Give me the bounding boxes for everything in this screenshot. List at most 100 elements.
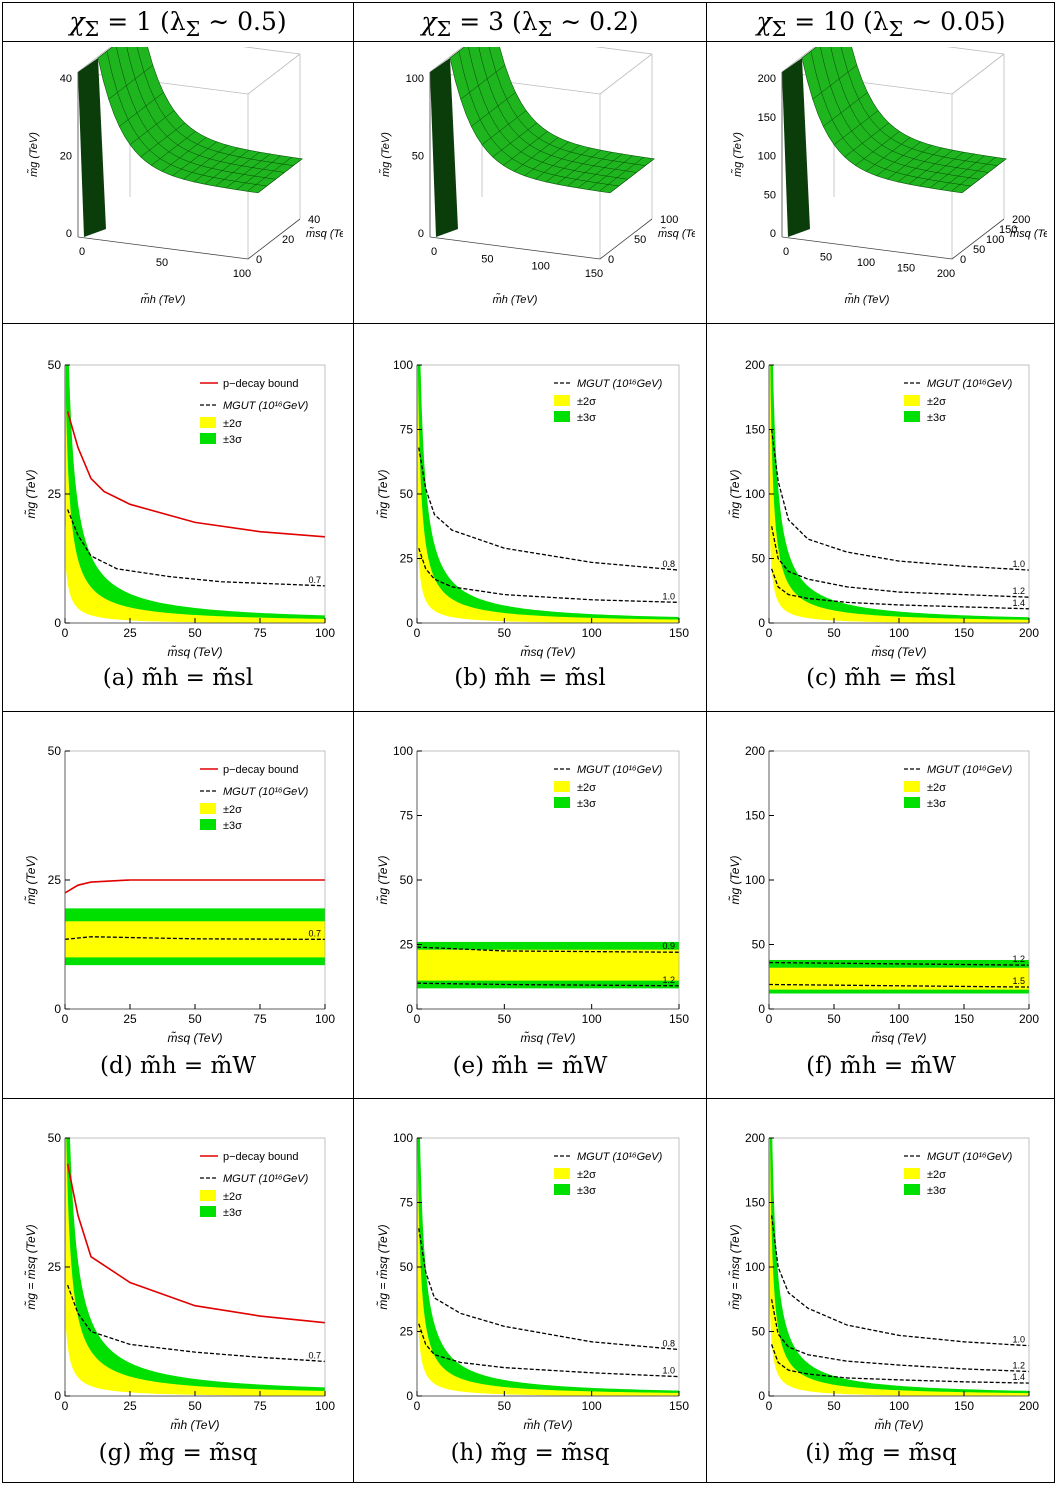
column-header-3: χΣ = 10 (λΣ ∼ 0.05) [756,7,1006,41]
mgut-contour-0 [66,509,325,587]
x-tick-label: 75 [253,626,267,640]
caption-a: (a) m̃h = m̃sl [102,665,254,691]
x-tick-label: 150 [954,1012,974,1026]
caption-c: (c) m̃h = m̃sl [806,665,956,691]
band-2-sigma [65,393,325,623]
box-edge [951,53,1005,95]
z-tick-label: 150 [758,112,776,124]
x-tick-label: 50 [481,253,493,265]
plot-area [769,959,1029,994]
z-tick-label: 0 [66,228,72,240]
x-tick-label: 200 [1019,1399,1039,1413]
y-tick-label: 50 [752,938,766,952]
box-edge [247,53,301,95]
y-axis-label: m̃g = m̃sq (TeV) [375,1224,390,1309]
x-tick-label: 50 [188,626,202,640]
box-edge [429,47,464,73]
mgut-contour-label-1: 1.0 [662,1366,675,1376]
y-tick-label: 150 [745,423,765,437]
y-tick-label: 50 [48,1131,62,1145]
x-axis-label: m̃sq (TeV) [872,1030,927,1045]
surface-mesh-line [126,47,285,173]
z-tick-label: 50 [412,151,424,163]
band-2-sigma [769,1138,1029,1396]
x-tick-label: 25 [123,1399,137,1413]
legend-3-sigma-label: ±3σ [577,798,596,810]
mgut-contour-2 [770,568,1029,610]
mgut-contour-label-2: 1.4 [1012,1372,1025,1382]
x-tick-label: 75 [253,1012,267,1026]
y-tick-label: 0 [406,616,413,630]
y-tick-label: 25 [48,873,62,887]
surface-mesh-line [458,51,619,187]
y-axis-label: m̃g (TeV) [375,856,390,905]
surface-mesh-line [830,47,989,173]
legend-2-sigma-swatch [904,781,920,792]
x-tick-label: 50 [498,626,512,640]
y-tick-label: 25 [400,552,414,566]
surface-mesh-line [609,158,655,194]
x-tick-label: 200 [1019,1012,1039,1026]
surface-mesh-line [97,47,113,59]
band-2-sigma [417,949,679,981]
y-tick-label: 0 [758,1002,765,1016]
x-tick-label: 0 [414,1012,421,1026]
y-axis-label: m̃g = m̃sq (TeV) [23,1224,38,1309]
surface-mesh-line [855,131,900,166]
mgut-contour-0 [770,429,1029,571]
legend-3-sigma-label: ±3σ [223,1207,242,1219]
legend-2-sigma-label: ±2σ [223,418,242,430]
surface-mesh-line [833,110,879,145]
legend-2-sigma-label: ±2σ [577,1169,596,1181]
y-tick-label: 100 [660,214,678,226]
x-tick-label: 150 [669,626,689,640]
x-tick-label: 50 [820,252,832,264]
x-axis-3d [429,236,601,260]
surface-mesh-line [865,137,911,172]
x-axis-label-3d: m̃h (TeV) [493,293,538,306]
box-edge [946,47,1005,55]
band-2-sigma [417,1138,679,1396]
y-axis-label: m̃g (TeV) [23,856,38,905]
legend-pdecay-label: p−decay bound [223,1151,299,1163]
y-axis-label: m̃g (TeV) [23,470,38,519]
surface-mesh-line [820,47,980,180]
y-tick-label: 100 [986,234,1004,246]
surface-mesh-line [503,131,548,166]
x-axis-label: m̃sq (TeV) [168,1030,223,1045]
z-tick-label: 200 [758,73,776,85]
legend-2-sigma-swatch [200,803,216,814]
y-axis-label-3d: m̃sq (TeV) [658,227,695,240]
caption-f: (f) m̃h = m̃W [806,1053,956,1079]
y-tick-label: 50 [752,552,766,566]
column-header-2: χΣ = 3 (λΣ ∼ 0.2) [421,7,639,41]
y-tick-label: 75 [400,1196,414,1210]
x-axis-label: m̃h (TeV) [875,1417,924,1432]
legend-mgut-label: MGUT (10¹⁶GeV) [223,786,309,798]
surface-mesh-line [823,92,868,127]
y-tick-label: 0 [960,254,966,266]
y-axis-label-3d: m̃sq (TeV) [306,227,343,240]
surface-mesh-line [257,158,303,194]
legend-2-sigma-swatch [904,395,920,406]
x-tick-label: 100 [889,1012,909,1026]
y-tick-label: 40 [308,214,320,226]
x-tick-label: 200 [1019,626,1039,640]
legend-2-sigma-label: ±2σ [927,782,946,794]
x-tick-label: 50 [498,1399,512,1413]
mgut-contour-label-0: 0.7 [308,928,321,938]
surface-mesh-line [897,147,943,183]
surface-mesh-line [488,47,646,166]
z-axis-label-3d: m̃g (TeV) [379,132,392,177]
surface-mesh-line [136,47,294,166]
legend-mgut-label: MGUT (10¹⁶GeV) [927,764,1013,776]
x-tick-label: 0 [431,246,437,258]
surface-mesh-line [215,151,260,187]
legend-mgut-label: MGUT (10¹⁶GeV) [577,764,663,776]
y-tick-label: 0 [758,616,765,630]
x-tick-label: 150 [669,1012,689,1026]
surface-mesh-line [961,158,1007,194]
surface-mesh-line [478,47,637,173]
x-tick-label: 150 [669,1399,689,1413]
box-edge [77,47,112,73]
